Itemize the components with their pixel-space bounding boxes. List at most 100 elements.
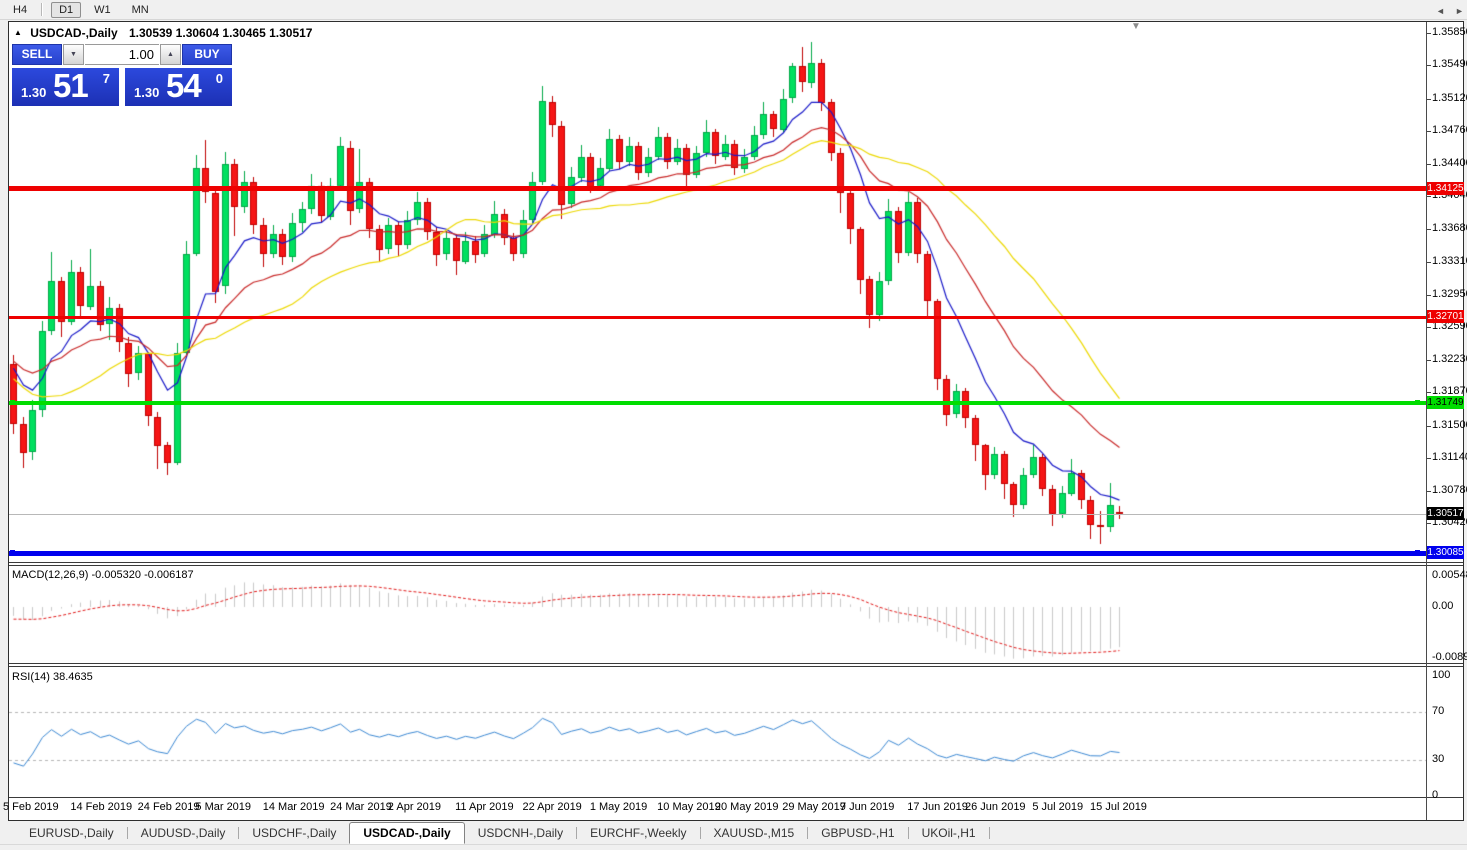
rsi-indicator-label: RSI(14) 38.4635	[12, 671, 93, 683]
date-axis-label[interactable]: 22 Apr 2019	[522, 801, 582, 813]
price-axis-label: 1.31500	[1432, 418, 1467, 431]
price-axis-tick	[1427, 294, 1431, 296]
tab-separator	[907, 827, 909, 839]
price-axis-tick	[1427, 327, 1431, 329]
date-axis-label[interactable]: 29 May 2019	[782, 801, 846, 813]
price-axis-label: 1.33310	[1432, 255, 1467, 268]
tab-separator	[988, 827, 990, 839]
horizontal-line-1.31749[interactable]	[9, 401, 1426, 406]
price-axis-tick	[1427, 523, 1431, 525]
tab-scroll-right-icon[interactable]: ►	[1455, 6, 1464, 16]
date-axis-label[interactable]: 7 Jun 2019	[839, 801, 895, 813]
line-handle[interactable]	[10, 400, 15, 406]
sell-button[interactable]: SELL	[12, 44, 62, 65]
panel-splitter-macd[interactable]	[9, 562, 1463, 566]
tab-separator	[576, 827, 578, 839]
macd-axis-label: 0.005484	[1432, 568, 1467, 581]
price-axis-tick	[1427, 65, 1431, 67]
line-handle[interactable]	[10, 550, 15, 556]
price-tag-1.34125: 1.34125	[1427, 181, 1464, 195]
buy-price-big: 54	[166, 67, 202, 104]
macd-indicator-label: MACD(12,26,9) -0.005320 -0.006187	[12, 569, 194, 581]
macd-axis-label: 0.00	[1432, 600, 1454, 612]
date-axis-label[interactable]: 14 Feb 2019	[70, 801, 133, 813]
chart-tab-eurchf-weekly[interactable]: EURCHF-,Weekly	[590, 826, 687, 840]
macd-axis-label: -0.008973	[1432, 650, 1467, 663]
chart-shift-icon[interactable]: ▼	[1131, 21, 1141, 32]
tab-scroll-left-icon[interactable]: ◄	[1436, 6, 1445, 16]
sell-price-panel[interactable]: 1.30 51 7	[12, 67, 119, 106]
chart-tab-audusd-daily[interactable]: AUDUSD-,Daily	[140, 826, 226, 840]
line-handle[interactable]	[1415, 400, 1420, 406]
horizontal-line-1.30085[interactable]	[9, 550, 1426, 556]
price-axis-label: 1.32590	[1432, 320, 1467, 333]
date-axis-label[interactable]: 17 Jun 2019	[907, 801, 968, 813]
spin-down-icon: ▼	[70, 51, 77, 58]
date-axis-label[interactable]: 26 Jun 2019	[965, 801, 1026, 813]
chart-tab-eurusd-daily[interactable]: EURUSD-,Daily	[29, 826, 114, 840]
chart-tab-usdcad-daily[interactable]: USDCAD-,Daily	[349, 822, 465, 844]
chart-tab-xauusd-m15[interactable]: XAUUSD-,M15	[713, 826, 795, 840]
price-tag-1.32701: 1.32701	[1427, 310, 1464, 324]
date-axis-label[interactable]: 10 May 2019	[657, 801, 721, 813]
date-axis-label[interactable]: 15 Jul 2019	[1090, 801, 1147, 813]
volume-input[interactable]	[85, 44, 159, 65]
date-axis-label[interactable]: 5 Feb 2019	[3, 801, 59, 813]
price-tag-1.31749: 1.31749	[1427, 396, 1464, 410]
rsi-axis-label: 100	[1432, 669, 1451, 681]
chart-title: ▲ USDCAD-,Daily 1.30539 1.30604 1.30465 …	[14, 26, 312, 40]
rsi-axis-label: 70	[1432, 705, 1445, 717]
chart-tab-gbpusd-h1[interactable]: GBPUSD-,H1	[821, 826, 895, 840]
buy-price-pip: 0	[215, 71, 223, 86]
date-axis-label[interactable]: 5 Jul 2019	[1032, 801, 1084, 813]
volume-down-button[interactable]: ▼	[63, 44, 84, 65]
chart-tab-usdchf-daily[interactable]: USDCHF-,Daily	[252, 826, 337, 840]
collapse-triangle-icon[interactable]: ▲	[14, 28, 22, 37]
tab-separator	[699, 827, 701, 839]
current-price-line	[9, 514, 1426, 516]
price-axis-label: 1.32230	[1432, 352, 1467, 365]
timeframe-button-w1[interactable]: W1	[94, 3, 111, 16]
price-axis-tick	[1427, 392, 1431, 394]
toolbar-separator	[41, 3, 44, 16]
date-axis-label[interactable]: 24 Feb 2019	[137, 801, 200, 813]
chart-tab-usdcnh-daily[interactable]: USDCNH-,Daily	[477, 826, 564, 840]
date-axis-label[interactable]: 2 Apr 2019	[387, 801, 442, 813]
price-axis-label: 1.33680	[1432, 221, 1467, 234]
horizontal-line-1.34125[interactable]	[9, 186, 1426, 192]
volume-up-button[interactable]: ▲	[160, 44, 181, 65]
price-axis-tick	[1427, 228, 1431, 230]
macd-canvas[interactable]	[9, 566, 1426, 663]
price-axis-tick	[1427, 359, 1431, 361]
date-axis-label[interactable]: 11 Apr 2019	[455, 801, 514, 813]
date-axis-label[interactable]: 14 Mar 2019	[262, 801, 325, 813]
horizontal-line-1.32701[interactable]	[9, 315, 1426, 319]
price-axis-tick	[1427, 98, 1431, 100]
price-axis-tick	[1427, 131, 1431, 133]
date-axis-label[interactable]: 20 May 2019	[714, 801, 779, 813]
date-axis-label[interactable]: 24 Mar 2019	[330, 801, 392, 813]
buy-button[interactable]: BUY	[182, 44, 232, 65]
price-axis-tick	[1427, 425, 1431, 427]
rsi-axis-label: 30	[1432, 753, 1445, 765]
buy-price-panel[interactable]: 1.30 54 0	[125, 67, 232, 106]
line-handle[interactable]	[1415, 550, 1420, 556]
tab-separator	[238, 827, 240, 839]
price-axis-tick	[1427, 33, 1431, 34]
timeframe-button-h4[interactable]: H4	[13, 3, 28, 16]
price-axis-tick	[1427, 262, 1431, 264]
price-axis-label: 1.30780	[1432, 483, 1467, 496]
timeframe-button-d1[interactable]: D1	[51, 1, 82, 18]
date-axis-label[interactable]: 1 May 2019	[589, 801, 648, 813]
date-axis-label[interactable]: 5 Mar 2019	[195, 801, 252, 813]
panel-splitter-rsi[interactable]	[9, 663, 1463, 667]
price-axis-label: 1.31870	[1432, 385, 1467, 398]
rsi-canvas[interactable]	[9, 667, 1426, 797]
timeframe-button-mn[interactable]: MN	[131, 3, 149, 16]
price-tag-1.30085: 1.30085	[1427, 546, 1464, 560]
price-chart-canvas[interactable]	[9, 22, 1426, 563]
chart-tab-ukoil-h1[interactable]: UKOil-,H1	[921, 826, 976, 840]
price-axis-tick	[1427, 196, 1431, 198]
price-axis-border	[1426, 22, 1427, 820]
